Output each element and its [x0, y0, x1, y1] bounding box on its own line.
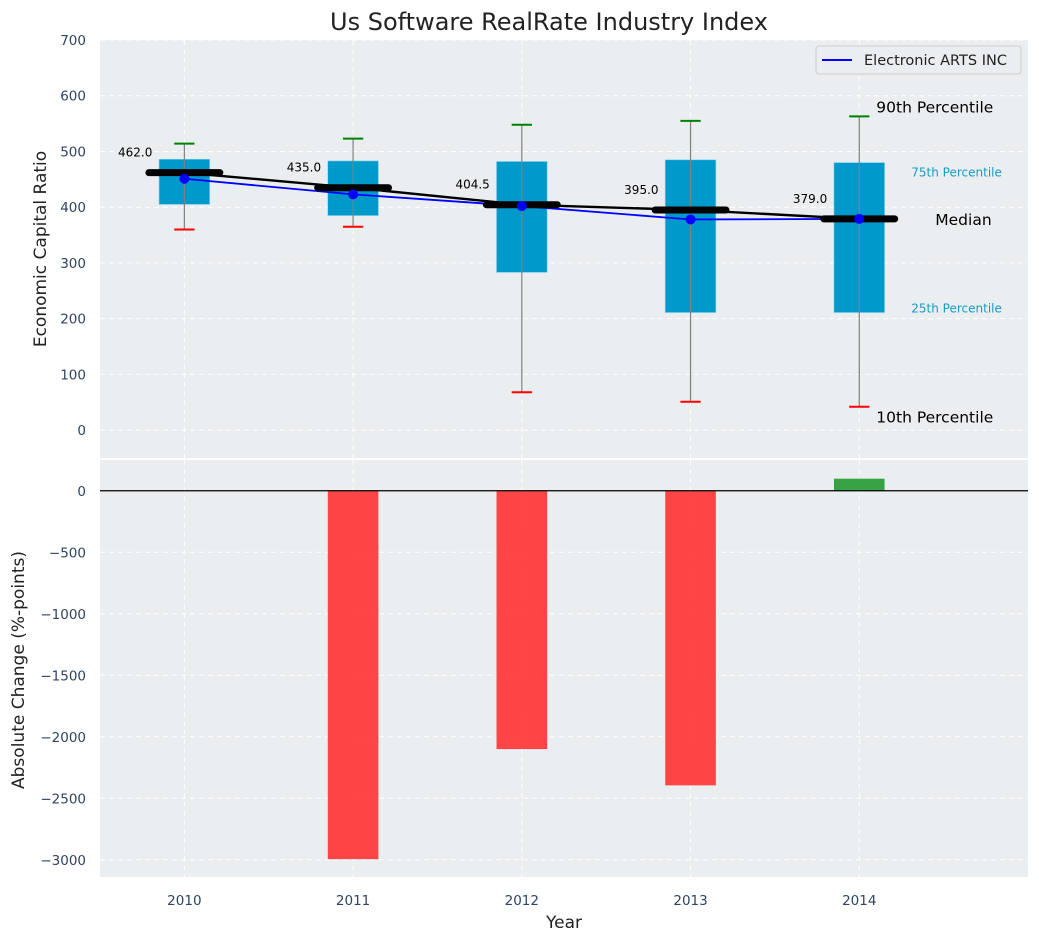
- upper-y-axis-label: Economic Capital Ratio: [31, 151, 51, 347]
- y-tick-label: 200: [60, 312, 86, 328]
- median-value-label: 379.0: [793, 192, 827, 206]
- y-tick-label: 700: [60, 33, 86, 49]
- median-value-label: 435.0: [287, 161, 321, 175]
- x-tick-label: 2012: [505, 893, 539, 909]
- chart-title: Us Software RealRate Industry Index: [330, 8, 768, 36]
- annotation-90th: 90th Percentile: [876, 98, 993, 116]
- y-tick-label: −2500: [40, 791, 86, 807]
- median-value-label: 404.5: [455, 178, 489, 192]
- lower-panel: 0−500−1000−1500−2000−2500−3000 2010 2011 2…: [9, 460, 1028, 933]
- company-point: [854, 213, 865, 224]
- percentile-annotations: 90th Percentile 75th Percentile Median 25th…: [876, 98, 1002, 426]
- y-tick-label: −1500: [40, 668, 86, 684]
- box-plots: [158, 115, 885, 408]
- x-tick-label: 2011: [336, 893, 370, 909]
- lower-y-ticks: 0 −500 −1000 −1500 −2000 −2500 −3000: [40, 484, 86, 869]
- y-tick-label: 0: [77, 423, 86, 439]
- change-bars: [327, 478, 885, 860]
- company-point: [348, 189, 359, 200]
- y-tick-label: 400: [60, 200, 86, 216]
- upper-y-ticks: 0 100 200 300 400 500 600 700: [60, 33, 86, 439]
- y-tick-label: 0: [77, 484, 86, 500]
- change-bar: [665, 490, 716, 786]
- x-tick-label: 2010: [167, 893, 201, 909]
- y-tick-label: 600: [60, 89, 86, 105]
- change-bar: [327, 490, 379, 860]
- upper-panel: 0 100 200 300 400 500 600 700 462.0 435.0 404.5 39…: [31, 33, 1028, 458]
- lower-panel-background: [100, 460, 1028, 877]
- y-tick-label: −1000: [40, 607, 86, 623]
- line-series: 462.0 435.0 404.5 395.0 379.0: [118, 146, 899, 225]
- y-tick-label: 300: [60, 256, 86, 272]
- annotation-median: Median: [935, 211, 991, 229]
- change-bar: [496, 490, 548, 750]
- x-ticks: 2010 2011 2012 2013 2014: [167, 893, 876, 909]
- y-tick-label: −2000: [40, 730, 86, 746]
- annotation-10th: 10th Percentile: [876, 409, 993, 427]
- median-value-label: 395.0: [624, 183, 658, 197]
- y-tick-label: −500: [49, 545, 86, 561]
- median-value-label: 462.0: [118, 146, 152, 160]
- company-point: [179, 173, 190, 184]
- x-tick-label: 2014: [842, 893, 876, 909]
- change-bar: [833, 478, 885, 491]
- legend: Electronic ARTS INC: [815, 45, 1022, 75]
- x-tick-label: 2013: [673, 893, 707, 909]
- annotation-25th: 25th Percentile: [911, 302, 1002, 316]
- y-tick-label: 500: [60, 144, 86, 160]
- legend-label: Electronic ARTS INC: [864, 53, 1007, 69]
- y-tick-label: 100: [60, 367, 86, 383]
- legend-frame: [815, 45, 1022, 75]
- y-tick-label: −3000: [40, 853, 86, 869]
- x-axis-label: Year: [545, 913, 582, 933]
- company-point: [516, 201, 527, 212]
- annotation-75th: 75th Percentile: [911, 166, 1002, 180]
- lower-y-axis-label: Absolute Change (%-points): [9, 551, 29, 789]
- company-point: [685, 214, 696, 225]
